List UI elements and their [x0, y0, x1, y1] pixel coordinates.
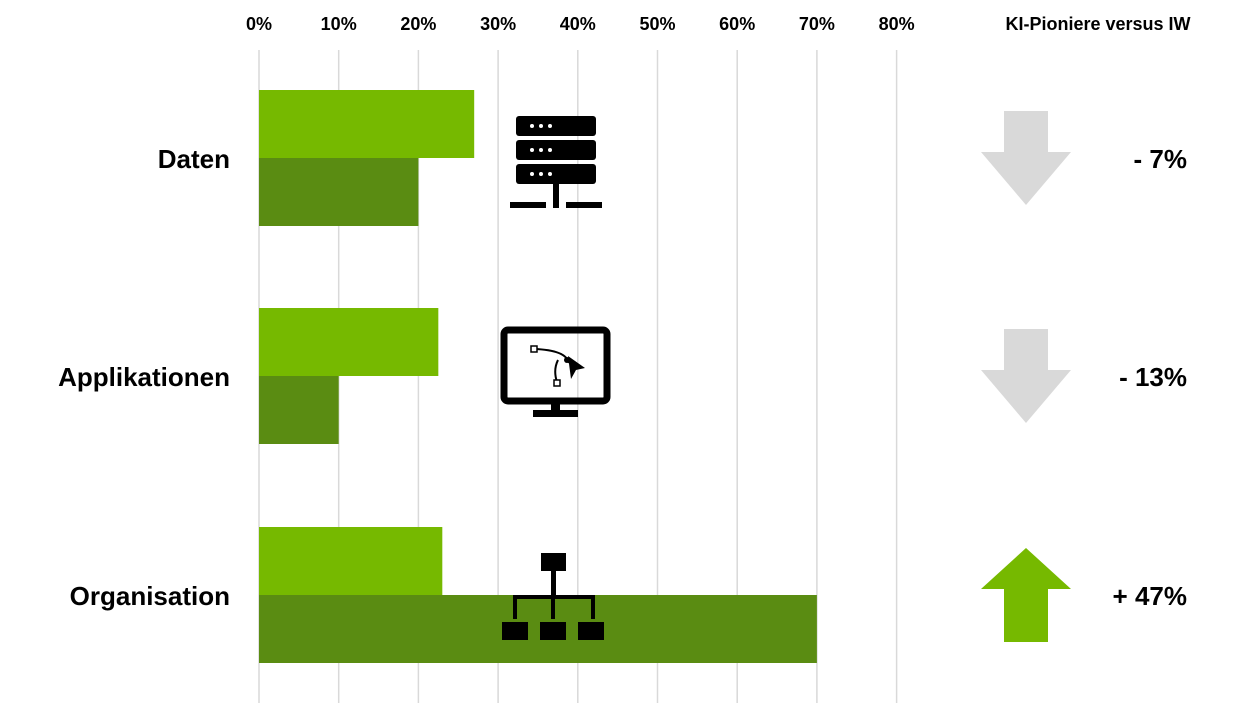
arrow-up-icon	[981, 548, 1071, 642]
bar-series-1-applikationen	[259, 308, 439, 376]
comparison-header: KI-Pioniere versus IW	[1005, 14, 1190, 34]
delta-label: - 13%	[1119, 362, 1187, 392]
delta-labels: - 7% - 13% + 47%	[1113, 144, 1187, 611]
x-tick-label: 60%	[719, 14, 755, 34]
x-tick-label: 20%	[400, 14, 436, 34]
category-label: Daten	[158, 144, 230, 174]
x-tick-label: 30%	[480, 14, 516, 34]
x-tick-label: 80%	[879, 14, 915, 34]
arrow-down-icon	[981, 111, 1071, 205]
monitor-curve-icon	[500, 326, 611, 417]
bar-series-1-daten	[259, 90, 475, 158]
server-icon	[510, 116, 602, 208]
bar-series-2-daten	[259, 158, 419, 226]
delta-label: + 47%	[1113, 581, 1187, 611]
org-chart-icon	[502, 553, 604, 640]
bar-series-2-applikationen	[259, 376, 339, 444]
x-tick-label: 0%	[246, 14, 272, 34]
x-tick-label: 70%	[799, 14, 835, 34]
bars	[259, 90, 817, 663]
arrow-down-icon	[981, 329, 1071, 423]
delta-arrows	[981, 111, 1071, 642]
x-axis-ticks: 0% 10% 20% 30% 40% 50% 60% 70% 80%	[246, 14, 915, 34]
x-tick-label: 40%	[560, 14, 596, 34]
bar-series-2-organisation	[259, 595, 817, 663]
category-labels: Daten Applikationen Organisation	[58, 144, 230, 611]
category-label: Organisation	[70, 581, 230, 611]
bar-series-1-organisation	[259, 527, 443, 595]
delta-label: - 7%	[1134, 144, 1187, 174]
category-label: Applikationen	[58, 362, 230, 392]
x-tick-label: 50%	[639, 14, 675, 34]
x-tick-label: 10%	[321, 14, 357, 34]
